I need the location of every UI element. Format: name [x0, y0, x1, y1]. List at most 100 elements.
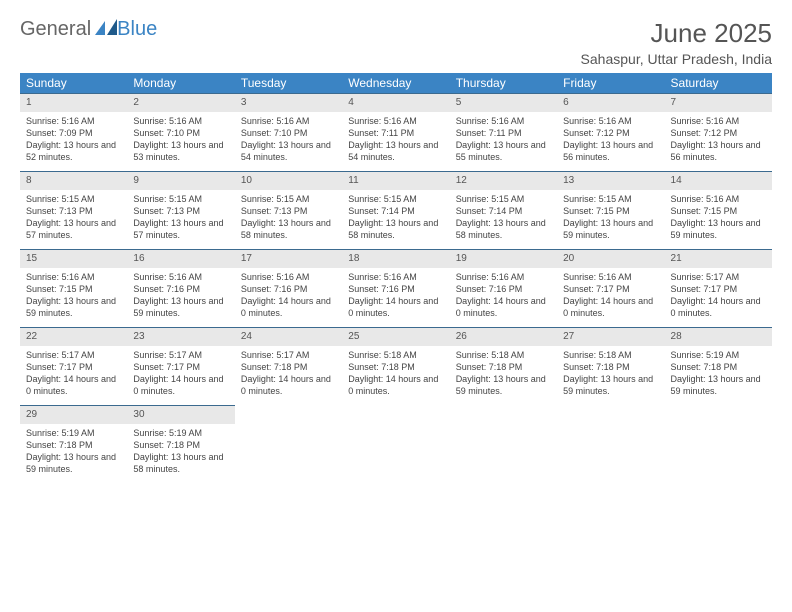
day-number: 20 [557, 249, 664, 268]
logo-text-2: Blue [117, 18, 157, 41]
day-body: Sunrise: 5:16 AMSunset: 7:11 PMDaylight:… [342, 112, 449, 172]
day-body: Sunrise: 5:16 AMSunset: 7:16 PMDaylight:… [127, 268, 234, 328]
sunset-line: Sunset: 7:13 PM [241, 205, 336, 217]
daylight-line: Daylight: 13 hours and 59 minutes. [563, 373, 658, 397]
day-body: Sunrise: 5:15 AMSunset: 7:14 PMDaylight:… [342, 190, 449, 250]
calendar-cell: 19Sunrise: 5:16 AMSunset: 7:16 PMDayligh… [450, 249, 557, 327]
sunset-line: Sunset: 7:17 PM [26, 361, 121, 373]
calendar-cell: 3Sunrise: 5:16 AMSunset: 7:10 PMDaylight… [235, 93, 342, 171]
sunset-line: Sunset: 7:11 PM [456, 127, 551, 139]
sunrise-line: Sunrise: 5:16 AM [133, 115, 228, 127]
sunrise-line: Sunrise: 5:16 AM [671, 115, 766, 127]
sunset-line: Sunset: 7:17 PM [563, 283, 658, 295]
title-block: June 2025 Sahaspur, Uttar Pradesh, India [581, 18, 772, 67]
day-number: 19 [450, 249, 557, 268]
calendar-cell: 28Sunrise: 5:19 AMSunset: 7:18 PMDayligh… [665, 327, 772, 405]
day-body: Sunrise: 5:19 AMSunset: 7:18 PMDaylight:… [20, 424, 127, 484]
day-body: Sunrise: 5:18 AMSunset: 7:18 PMDaylight:… [450, 346, 557, 406]
calendar-cell: 9Sunrise: 5:15 AMSunset: 7:13 PMDaylight… [127, 171, 234, 249]
day-number: 29 [20, 405, 127, 424]
day-number: 16 [127, 249, 234, 268]
sunrise-line: Sunrise: 5:17 AM [133, 349, 228, 361]
daylight-line: Daylight: 14 hours and 0 minutes. [241, 373, 336, 397]
calendar-cell: 6Sunrise: 5:16 AMSunset: 7:12 PMDaylight… [557, 93, 664, 171]
day-body: Sunrise: 5:16 AMSunset: 7:16 PMDaylight:… [235, 268, 342, 328]
sunset-line: Sunset: 7:12 PM [563, 127, 658, 139]
sunrise-line: Sunrise: 5:15 AM [241, 193, 336, 205]
sunset-line: Sunset: 7:18 PM [456, 361, 551, 373]
daylight-line: Daylight: 14 hours and 0 minutes. [563, 295, 658, 319]
daylight-line: Daylight: 13 hours and 53 minutes. [133, 139, 228, 163]
page-title: June 2025 [581, 18, 772, 49]
calendar-cell [342, 405, 449, 483]
day-body: Sunrise: 5:16 AMSunset: 7:10 PMDaylight:… [127, 112, 234, 172]
day-number: 24 [235, 327, 342, 346]
calendar-cell: 22 Sunrise: 5:17 AMSunset: 7:17 PMDayligh… [20, 327, 127, 405]
calendar-cell: 14Sunrise: 5:16 AMSunset: 7:15 PMDayligh… [665, 171, 772, 249]
location: Sahaspur, Uttar Pradesh, India [581, 51, 772, 67]
weekday-header-row: Sunday Monday Tuesday Wednesday Thursday… [20, 73, 772, 93]
weekday-header: Tuesday [235, 73, 342, 93]
day-body: Sunrise: 5:19 AMSunset: 7:18 PMDaylight:… [665, 346, 772, 406]
day-number: 22 [20, 327, 127, 346]
calendar-cell: 26Sunrise: 5:18 AMSunset: 7:18 PMDayligh… [450, 327, 557, 405]
daylight-line: Daylight: 13 hours and 58 minutes. [133, 451, 228, 475]
daylight-line: Daylight: 14 hours and 0 minutes. [456, 295, 551, 319]
calendar-cell: 16Sunrise: 5:16 AMSunset: 7:16 PMDayligh… [127, 249, 234, 327]
calendar-cell: 12Sunrise: 5:15 AMSunset: 7:14 PMDayligh… [450, 171, 557, 249]
calendar-cell: 25Sunrise: 5:18 AMSunset: 7:18 PMDayligh… [342, 327, 449, 405]
sunset-line: Sunset: 7:18 PM [26, 439, 121, 451]
daylight-line: Daylight: 13 hours and 58 minutes. [241, 217, 336, 241]
day-number: 8 [20, 171, 127, 190]
daylight-line: Daylight: 14 hours and 0 minutes. [348, 373, 443, 397]
day-number: 21 [665, 249, 772, 268]
daylight-line: Daylight: 14 hours and 0 minutes. [133, 373, 228, 397]
weekday-header: Monday [127, 73, 234, 93]
daylight-line: Daylight: 14 hours and 0 minutes. [26, 373, 121, 397]
calendar-row: 22Sunrise: 5:17 AMSunset: 7:17 PMDayligh… [20, 327, 772, 405]
calendar-cell: 20 Sunrise: 5:16 AMSunset: 7:17 PMDayligh… [557, 249, 664, 327]
sunset-line: Sunset: 7:16 PM [241, 283, 336, 295]
sunrise-line: Sunrise: 5:15 AM [26, 193, 121, 205]
sunrise-line: Sunrise: 5:18 AM [563, 349, 658, 361]
sunrise-line: Sunrise: 5:16 AM [26, 115, 121, 127]
day-number: 18 [342, 249, 449, 268]
calendar-cell [235, 405, 342, 483]
calendar-cell: 1Sunrise: 5:16 AMSunset: 7:09 PMDaylight… [20, 93, 127, 171]
day-body: Sunrise: 5:18 AMSunset: 7:18 PMDaylight:… [342, 346, 449, 406]
sunset-line: Sunset: 7:14 PM [456, 205, 551, 217]
calendar-table: Sunday Monday Tuesday Wednesday Thursday… [20, 73, 772, 483]
sunset-line: Sunset: 7:13 PM [26, 205, 121, 217]
daylight-line: Daylight: 14 hours and 0 minutes. [671, 295, 766, 319]
day-number: 2 [127, 93, 234, 112]
daylight-line: Daylight: 13 hours and 59 minutes. [671, 373, 766, 397]
sunset-line: Sunset: 7:13 PM [133, 205, 228, 217]
day-number: 12 [450, 171, 557, 190]
sunrise-line: Sunrise: 5:17 AM [26, 349, 121, 361]
day-body: Sunrise: 5:15 AMSunset: 7:15 PMDaylight:… [557, 190, 664, 250]
day-number: 13 [557, 171, 664, 190]
sunset-line: Sunset: 7:15 PM [671, 205, 766, 217]
sunset-line: Sunset: 7:16 PM [133, 283, 228, 295]
sunrise-line: Sunrise: 5:16 AM [348, 115, 443, 127]
daylight-line: Daylight: 13 hours and 54 minutes. [241, 139, 336, 163]
calendar-cell: 23Sunrise: 5:17 AMSunset: 7:17 PMDayligh… [127, 327, 234, 405]
sunrise-line: Sunrise: 5:16 AM [563, 271, 658, 283]
day-body: Sunrise: 5:16 AMSunset: 7:16 PMDaylight:… [450, 268, 557, 328]
weekday-header: Saturday [665, 73, 772, 93]
calendar-cell [557, 405, 664, 483]
calendar-cell: 21Sunrise: 5:17 AMSunset: 7:17 PMDayligh… [665, 249, 772, 327]
daylight-line: Daylight: 13 hours and 59 minutes. [563, 217, 658, 241]
calendar-row: 15Sunrise: 5:16 AMSunset: 7:15 PMDayligh… [20, 249, 772, 327]
day-number: 25 [342, 327, 449, 346]
day-number: 11 [342, 171, 449, 190]
day-number: 9 [127, 171, 234, 190]
day-body: Sunrise: 5:16 AMSunset: 7:15 PMDaylight:… [20, 268, 127, 328]
day-body: Sunrise: 5:18 AMSunset: 7:18 PMDaylight:… [557, 346, 664, 406]
sunrise-line: Sunrise: 5:16 AM [456, 115, 551, 127]
daylight-line: Daylight: 14 hours and 0 minutes. [348, 295, 443, 319]
day-body: Sunrise: 5:16 AMSunset: 7:11 PMDaylight:… [450, 112, 557, 172]
calendar-cell: 27Sunrise: 5:18 AMSunset: 7:18 PMDayligh… [557, 327, 664, 405]
day-number: 1 [20, 93, 127, 112]
sunrise-line: Sunrise: 5:18 AM [348, 349, 443, 361]
